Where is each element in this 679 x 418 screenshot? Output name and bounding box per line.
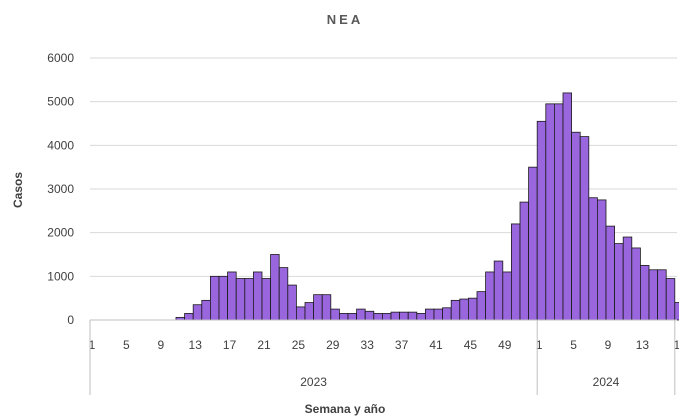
x-tick-label: 1: [89, 338, 96, 352]
bar: [381, 313, 392, 321]
bar: [579, 136, 590, 321]
x-tick-label: 9: [157, 338, 164, 352]
x-tick-label: 45: [464, 338, 478, 352]
x-tick-label: 49: [498, 338, 512, 352]
x-tick-label: 5: [570, 338, 577, 352]
bar: [622, 236, 633, 321]
bar: [674, 302, 679, 321]
bar: [184, 313, 194, 321]
bar: [227, 271, 237, 321]
bar: [313, 294, 323, 321]
bar: [640, 265, 650, 321]
bar: [321, 294, 332, 321]
x-tick-label: 37: [395, 338, 409, 352]
bar: [528, 166, 538, 321]
bar: [416, 313, 426, 321]
bar: [665, 278, 676, 321]
bar: [510, 223, 521, 321]
y-tick-label: 3000: [47, 182, 74, 196]
x-tick-label: 41: [429, 338, 443, 352]
bar: [631, 247, 641, 321]
bar: [493, 260, 504, 321]
bar: [356, 308, 366, 321]
x-tick-label: 17: [223, 338, 237, 352]
year-label: 2023: [300, 375, 327, 389]
bar: [571, 131, 581, 321]
bar: [209, 275, 220, 321]
bar: [287, 284, 297, 321]
y-tick-label: 6000: [47, 51, 74, 65]
bar: [278, 267, 289, 321]
bar: [270, 254, 280, 321]
bar: [485, 271, 495, 321]
x-tick-label: 33: [361, 338, 375, 352]
bar: [562, 92, 573, 321]
year-label: 2024: [593, 375, 620, 389]
y-axis-ticks: 0 1000 2000 3000 4000 5000 6000: [47, 51, 74, 327]
x-tick-label: 25: [292, 338, 306, 352]
x-tick-label: 29: [326, 338, 340, 352]
bar: [364, 310, 375, 321]
bar: [338, 313, 349, 321]
bar: [330, 308, 340, 321]
bar: [442, 307, 452, 321]
x-tick-label: 5: [123, 338, 130, 352]
bar: [304, 302, 315, 321]
bar: [459, 298, 469, 321]
y-tick-label: 4000: [47, 138, 74, 152]
bar: [252, 271, 263, 321]
chart-title: NEA: [327, 12, 363, 27]
bar: [424, 308, 435, 321]
bar: [450, 299, 461, 321]
y-axis-title: Casos: [11, 172, 25, 208]
bar: [605, 225, 616, 321]
y-tick-label: 5000: [47, 95, 74, 109]
bar: [554, 103, 564, 321]
x-tick-label: 13: [636, 338, 650, 352]
bar: [614, 243, 624, 321]
bar: [545, 103, 555, 321]
bar: [244, 278, 254, 321]
bar: [201, 299, 211, 321]
bar: [588, 197, 598, 321]
bars: [175, 92, 679, 321]
bar: [467, 297, 478, 321]
bar: [373, 313, 383, 321]
bar: [235, 278, 246, 321]
x-tick-label: 13: [189, 338, 203, 352]
bar: [192, 304, 203, 321]
bar: [597, 199, 607, 321]
x-axis: 1 5 9 13 17 21 25 29 33 37 41 45 49 2023 1 5 9 13 1 2024: [89, 319, 679, 395]
x-tick-label: 1: [673, 338, 679, 352]
bar: [295, 306, 306, 321]
x-tick-label: 1: [536, 338, 543, 352]
x-tick-label: 9: [605, 338, 612, 352]
bar: [347, 313, 358, 321]
bar: [536, 120, 547, 321]
x-axis-title: Semana y año: [305, 402, 386, 416]
bar: [261, 278, 272, 321]
y-tick-label: 0: [67, 313, 74, 327]
bar: [433, 308, 444, 321]
bar: [657, 269, 667, 321]
bar: [218, 275, 229, 321]
bar: [519, 201, 530, 321]
bar: [502, 271, 512, 321]
x-tick-label: 21: [257, 338, 271, 352]
bar: [399, 311, 409, 321]
y-tick-label: 2000: [47, 226, 74, 240]
bar: [476, 291, 487, 321]
y-tick-label: 1000: [47, 269, 74, 283]
bar: [407, 311, 418, 321]
bar: [390, 311, 401, 321]
bar: [648, 269, 659, 321]
